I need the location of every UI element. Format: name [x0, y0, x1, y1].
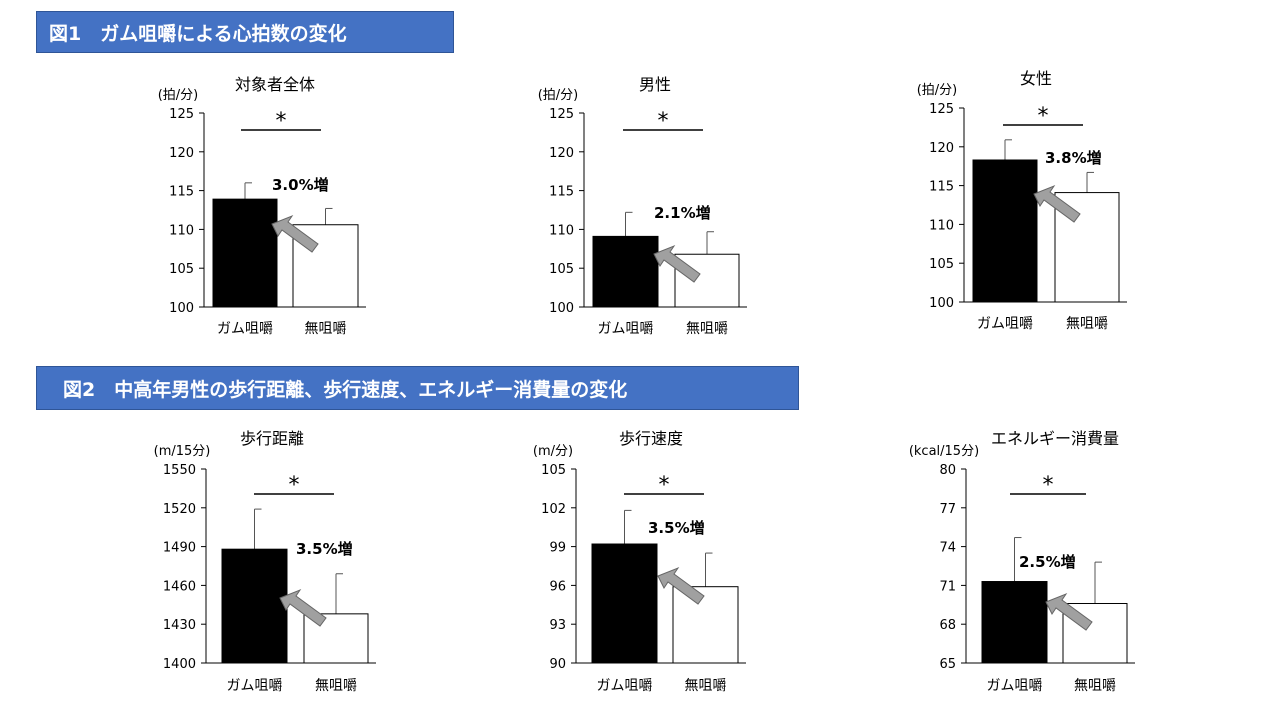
- chart5-unit-label: (m/分): [533, 444, 573, 459]
- chart5-y-tick-label: 99: [549, 541, 566, 556]
- chart2-y-tick-label: 105: [549, 262, 574, 277]
- chart4-category-label: ガム咀嚼: [227, 678, 283, 694]
- chart5-category-label: 無咀嚼: [685, 678, 727, 694]
- chart6-title: エネルギー消費量: [991, 429, 1119, 448]
- chart3-y-tick-label: 125: [929, 102, 954, 117]
- chart6-y-tick-label: 74: [939, 541, 956, 556]
- chart4-increase-label: 3.5%増: [296, 540, 353, 558]
- chart5-y-tick-label: 96: [549, 579, 566, 594]
- chart2-significance-mark: *: [658, 109, 669, 134]
- chart4-y-tick-label: 1520: [163, 502, 196, 517]
- chart1-category-label: ガム咀嚼: [217, 321, 273, 337]
- chart2-y-tick-label: 100: [549, 301, 574, 316]
- chart1-unit-label: (拍/分): [158, 88, 199, 103]
- chart4-significance-mark: *: [289, 473, 300, 498]
- chart1-y-tick-label: 125: [169, 107, 194, 122]
- chart6-category-label: 無咀嚼: [1074, 678, 1116, 694]
- chart4-y-tick-label: 1550: [163, 463, 196, 478]
- chart4-y-tick-label: 1430: [163, 618, 196, 633]
- chart5-y-tick-label: 90: [549, 657, 566, 672]
- chart5-category-label: ガム咀嚼: [597, 678, 653, 694]
- chart6-y-tick-label: 68: [939, 618, 956, 633]
- chart1-y-tick-label: 105: [169, 262, 194, 277]
- chart6-y-tick-label: 77: [939, 502, 956, 517]
- chart1-y-tick-label: 100: [169, 301, 194, 316]
- chart1-significance-mark: *: [276, 109, 287, 134]
- chart6-unit-label: (kcal/15分): [909, 444, 979, 459]
- chart2-bar-gum: [592, 235, 659, 308]
- chart6-y-tick-label: 65: [939, 657, 956, 672]
- figure2-title: 図2 中高年男性の歩行距離、歩行速度、エネルギー消費量の変化: [36, 366, 799, 410]
- chart3-y-tick-label: 120: [929, 141, 954, 156]
- chart3-significance-mark: *: [1038, 104, 1049, 129]
- chart3-y-tick-label: 100: [929, 296, 954, 311]
- chart2-category-label: ガム咀嚼: [598, 321, 654, 337]
- chart5-title: 歩行速度: [619, 429, 683, 448]
- chart1-y-tick-label: 120: [169, 146, 194, 161]
- chart5-bar-gum: [591, 543, 658, 664]
- chart2-y-tick-label: 120: [549, 146, 574, 161]
- chart6-significance-mark: *: [1043, 473, 1054, 498]
- chart2-y-tick-label: 110: [549, 223, 574, 238]
- chart4-y-tick-label: 1400: [163, 657, 196, 672]
- chart3-unit-label: (拍/分): [917, 83, 958, 98]
- chart2-increase-label: 2.1%増: [654, 204, 711, 222]
- chart4-unit-label: (m/15分): [154, 444, 211, 459]
- chart3-increase-arrow: [1033, 184, 1081, 223]
- chart3-bar-gum: [972, 159, 1038, 303]
- chart2-category-label: 無咀嚼: [686, 321, 728, 337]
- chart4-category-label: 無咀嚼: [315, 678, 357, 694]
- chart5-significance-mark: *: [659, 473, 670, 498]
- chart4-bar-gum: [221, 548, 288, 664]
- chart1-title: 対象者全体: [235, 75, 315, 94]
- chart6-bar-gum: [981, 581, 1048, 664]
- chart5-increase-label: 3.5%増: [648, 519, 705, 537]
- chart2-increase-arrow: [653, 244, 701, 283]
- chart1-category-label: 無咀嚼: [305, 321, 347, 337]
- chart3-category-label: 無咀嚼: [1066, 316, 1108, 332]
- chart3-y-tick-label: 115: [929, 180, 954, 195]
- chart4-y-tick-label: 1460: [163, 579, 196, 594]
- chart5-increase-arrow: [657, 566, 705, 605]
- chart1-increase-arrow: [271, 214, 319, 253]
- chart1-bar-gum: [212, 198, 278, 308]
- chart4-increase-arrow: [279, 588, 327, 627]
- chart6-y-tick-label: 80: [939, 463, 956, 478]
- chart2-y-tick-label: 125: [549, 107, 574, 122]
- chart2-y-tick-label: 115: [549, 185, 574, 200]
- chart3-y-tick-label: 105: [929, 257, 954, 272]
- chart3-category-label: ガム咀嚼: [977, 316, 1033, 332]
- chart6-increase-label: 2.5%増: [1019, 553, 1076, 571]
- chart5-y-tick-label: 105: [541, 463, 566, 478]
- chart1-y-tick-label: 115: [169, 185, 194, 200]
- chart1-increase-label: 3.0%増: [272, 176, 329, 194]
- chart5-y-tick-label: 93: [549, 618, 566, 633]
- chart6-y-tick-label: 71: [939, 579, 956, 594]
- chart1-y-tick-label: 110: [169, 223, 194, 238]
- figure1-title: 図1 ガム咀嚼による心拍数の変化: [36, 11, 454, 53]
- chart5-y-tick-label: 102: [541, 502, 566, 517]
- chart3-increase-label: 3.8%増: [1045, 149, 1102, 167]
- chart3-y-tick-label: 110: [929, 218, 954, 233]
- chart4-y-tick-label: 1490: [163, 541, 196, 556]
- chart2-title: 男性: [639, 75, 671, 94]
- chart4-title: 歩行距離: [240, 429, 304, 448]
- chart6-increase-arrow: [1045, 592, 1093, 631]
- chart6-category-label: ガム咀嚼: [987, 678, 1043, 694]
- chart3-title: 女性: [1020, 69, 1052, 88]
- chart2-unit-label: (拍/分): [538, 88, 579, 103]
- chart5-bar-none: [672, 586, 739, 664]
